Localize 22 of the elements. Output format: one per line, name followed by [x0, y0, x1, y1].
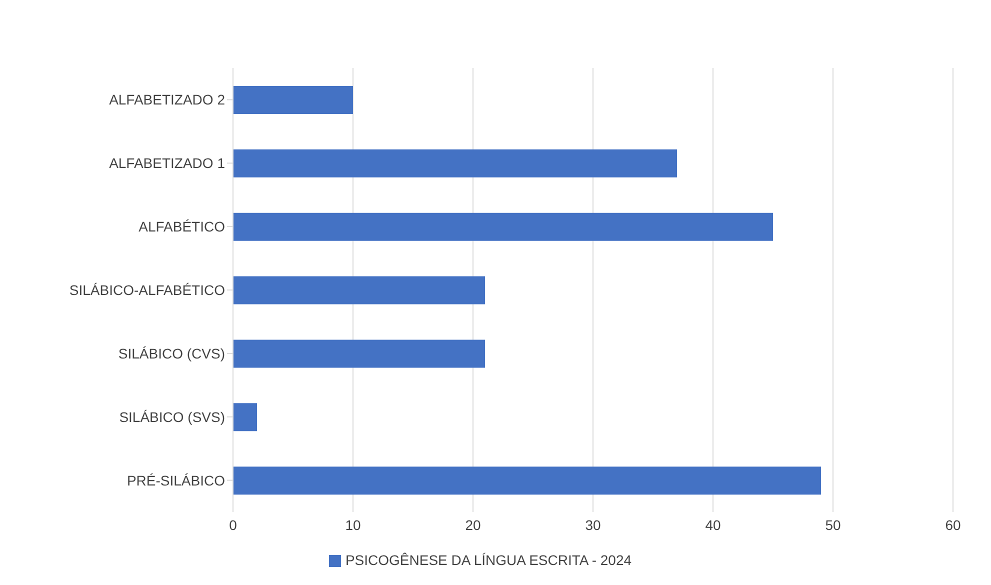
bar [233, 340, 485, 368]
bar [233, 149, 677, 178]
bar [233, 466, 821, 495]
y-tick-label: SILÁBICO (CVS) [118, 345, 225, 362]
x-tick-label: 30 [585, 516, 601, 533]
bar [233, 403, 257, 432]
y-tick-label: ALFABETIZADO 1 [109, 155, 226, 172]
x-tick-label: 0 [229, 516, 238, 533]
x-tick-label: 10 [345, 516, 361, 533]
bar [233, 86, 353, 114]
y-tick-label: ALFABETIZADO 2 [109, 92, 226, 108]
x-tick-label: 20 [465, 516, 481, 533]
bar [233, 276, 485, 304]
bar [233, 212, 773, 241]
x-tick-label: 60 [945, 516, 961, 533]
legend-label: PSICOGÊNESE DA LÍNGUA ESCRITA - 2024 [345, 552, 632, 568]
x-tick-label: 40 [705, 516, 721, 533]
x-tick-label: 50 [825, 516, 841, 533]
y-tick-label: PRÉ-SILÁBICO [126, 472, 226, 488]
y-tick-label: SILÁBICO (SVS) [119, 408, 225, 425]
y-tick-label: SILÁBICO-ALFABÉTICO [69, 282, 226, 298]
y-tick-label: ALFABÉTICO [138, 218, 226, 235]
